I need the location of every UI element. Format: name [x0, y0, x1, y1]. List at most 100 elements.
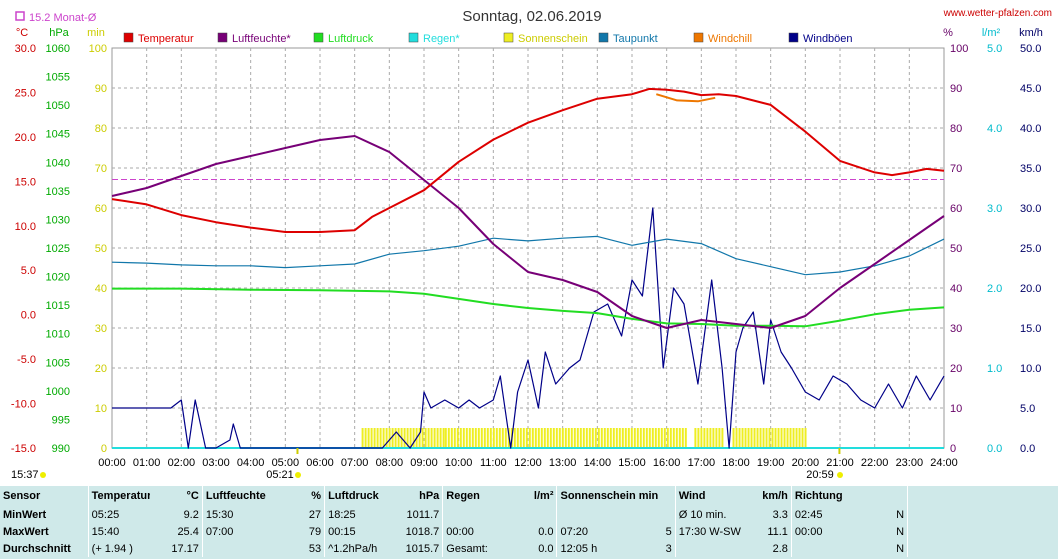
sunshine-bar	[495, 428, 498, 448]
legend-swatch	[693, 32, 704, 43]
rain-value: 0.0	[538, 542, 554, 555]
legend-swatch	[503, 32, 514, 43]
sunshine-bar	[612, 428, 615, 448]
sunshine-bar	[531, 428, 534, 448]
sunshine-bar	[732, 428, 735, 448]
wind-axis-tick: 5.0	[1020, 403, 1035, 415]
stats-spacer	[907, 540, 1058, 557]
humidity-axis-tick: 40	[950, 283, 962, 295]
legend-swatch	[788, 32, 799, 43]
sun-icon	[837, 472, 843, 478]
sunshine-bar	[370, 428, 373, 448]
rain-value	[505, 506, 557, 523]
pressure-axis-tick: 1000	[46, 386, 70, 398]
hum-time	[201, 540, 273, 557]
press-time: 18:25	[324, 506, 395, 523]
sunshine-bar	[603, 428, 606, 448]
stats-row-min: MinWert 05:25 9.2 15:30 27 18:25 1011.7 …	[0, 506, 1058, 523]
sunshine-bar	[373, 428, 376, 448]
pressure-axis-tick: 1025	[46, 243, 70, 255]
sunshine-bar	[555, 428, 558, 448]
hum-value: 79	[308, 525, 322, 538]
temp-axis-tick: 10.0	[15, 221, 36, 233]
temp-value: 25.4	[177, 525, 199, 538]
stats-spacer	[907, 486, 1058, 506]
legend-swatch	[217, 32, 228, 43]
sunshine-bar	[525, 428, 528, 448]
sunshine-axis-tick: 60	[95, 203, 107, 215]
sun-value: 5	[665, 525, 672, 538]
stats-col-press: Luftdruck	[324, 486, 395, 506]
x-axis-tick: 15:00	[618, 457, 646, 469]
sunshine-bar	[540, 428, 543, 448]
sunshine-bar	[633, 428, 636, 448]
series-windchill	[656, 93, 716, 103]
sunshine-bar	[433, 428, 436, 448]
sunshine-bar	[576, 428, 579, 448]
statistics-table: Sensor Temperatur °C Luftfeuchte % Luftd…	[0, 486, 1058, 557]
rain-time	[442, 506, 505, 523]
sunshine-bar	[582, 428, 585, 448]
wind-time	[674, 540, 756, 557]
temp-axis-tick: -5.0	[17, 354, 36, 366]
sunshine-bar	[534, 428, 537, 448]
sunshine-axis-tick: 100	[89, 43, 107, 55]
hum-time: 15:30	[201, 506, 273, 523]
sunshine-bar	[489, 428, 492, 448]
legend-label: Regen*	[423, 33, 460, 45]
month-average-marker	[15, 11, 25, 21]
stats-col-dir: Richtung	[790, 486, 908, 506]
row-label: MaxWert	[3, 525, 49, 538]
rain-axis-tick: 1.0	[987, 363, 1002, 375]
stats-col-press-unit: hPa	[419, 490, 440, 502]
sunrise-label: 05:21	[266, 469, 294, 481]
pressure-axis-tick: 995	[52, 414, 70, 426]
sunshine-bar	[483, 428, 486, 448]
unit-press: hPa	[49, 27, 69, 39]
sunshine-bar	[549, 428, 552, 448]
sunshine-bar	[477, 428, 480, 448]
sunshine-bar	[430, 428, 433, 448]
sunshine-bar	[750, 428, 753, 448]
sunshine-bar	[498, 428, 501, 448]
sunshine-bar	[588, 428, 591, 448]
sunshine-bar	[442, 428, 445, 448]
sunshine-bar	[681, 428, 684, 448]
dir-time: 00:00	[790, 523, 854, 540]
sunshine-bar	[468, 428, 471, 448]
sunshine-bar	[579, 428, 582, 448]
stats-col-sensor: Sensor	[3, 490, 41, 502]
sunshine-bar	[471, 428, 474, 448]
pressure-axis-tick: 1035	[46, 186, 70, 198]
sunshine-bar	[412, 428, 415, 448]
x-axis-tick: 05:00	[272, 457, 300, 469]
sunshine-bar	[666, 428, 669, 448]
x-axis-tick: 00:00	[98, 457, 126, 469]
series-taupunkt	[111, 235, 945, 276]
humidity-axis-tick: 30	[950, 323, 962, 335]
sunshine-bar	[703, 428, 706, 448]
sunshine-bar	[718, 428, 721, 448]
sunshine-axis-tick: 20	[95, 363, 107, 375]
sunshine-bar	[516, 428, 519, 448]
sunshine-bar	[567, 428, 570, 448]
sunshine-bar	[427, 428, 430, 448]
temp-value: 17.17	[171, 542, 199, 555]
wind-value: 11.1	[767, 525, 788, 538]
sunshine-bar	[621, 428, 624, 448]
press-value: 1018.7	[405, 525, 440, 538]
sunshine-bar	[709, 428, 712, 448]
sunshine-bar	[678, 428, 681, 448]
pressure-axis-tick: 1020	[46, 272, 70, 284]
stats-col-wind: Wind	[674, 486, 756, 506]
sunshine-bar	[801, 428, 804, 448]
sunshine-bar	[486, 428, 489, 448]
sunshine-bar	[591, 428, 594, 448]
sunshine-bar	[492, 428, 495, 448]
series-luftdruck	[112, 287, 945, 328]
wind-axis-tick: 30.0	[1020, 203, 1041, 215]
temp-axis-tick: 20.0	[15, 132, 36, 144]
sunshine-bar	[783, 428, 786, 448]
sun-value	[629, 506, 675, 523]
sunshine-bar	[712, 428, 715, 448]
